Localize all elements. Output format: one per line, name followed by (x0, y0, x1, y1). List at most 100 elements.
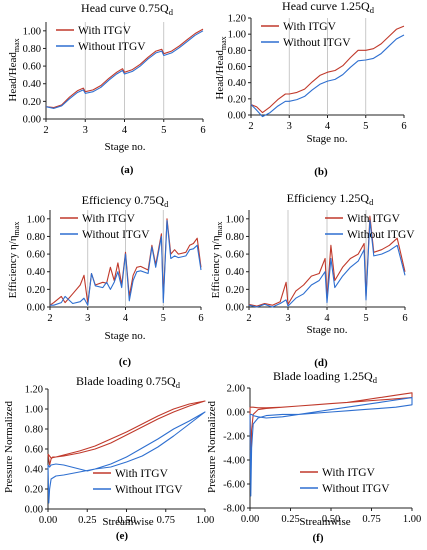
x-tick-label: 0.50 (322, 514, 340, 525)
chart-panel-f: -8.00 -6.00 -4.00 -2.00 0.00 2.00 0.00 0.25 0.50… (206, 369, 421, 544)
y-axis-title-main: Head/Head (7, 52, 19, 102)
x-tick-label: 6 (200, 125, 205, 136)
x-tick-label: 5 (161, 313, 166, 324)
legend-label-with: With ITGV (82, 213, 136, 225)
y-tick-label: 1.00 (228, 30, 246, 41)
series-line-with (249, 392, 413, 461)
x-axis-title: Streamwise (299, 516, 350, 528)
legend: With ITGV Without ITGV (93, 468, 183, 496)
y-tick-label: 1.20 (25, 385, 43, 396)
series-line-without (249, 397, 413, 497)
x-axis-title: Stage no. (307, 133, 348, 145)
y-tick-label: 0.80 (23, 44, 41, 55)
x-tick-label: 4 (324, 313, 330, 324)
y-axis-title-main: Head/Head (214, 50, 226, 100)
y-tick-label: 0.60 (27, 250, 45, 261)
x-tick-label: 0.25 (78, 515, 96, 526)
x-tick-label: 2 (47, 313, 52, 324)
chart-title-main: Head curve 0.75Q (81, 1, 169, 15)
series-line-without (250, 34, 405, 118)
legend-label-without: Without ITGV (82, 229, 150, 241)
chart-title: Blade loading 1.25Qd (273, 369, 378, 385)
x-tick-label: 3 (83, 125, 88, 136)
y-tick-label: -2.00 (223, 432, 245, 443)
y-tick-label: 1.00 (25, 405, 43, 416)
series-line-with (250, 25, 405, 114)
legend-label-with: With ITGV (347, 213, 401, 225)
y-tick-label: 0.00 (27, 303, 45, 314)
panel-label: (c) (119, 356, 132, 368)
y-tick-label: -8.00 (223, 504, 245, 515)
series-line-without (45, 30, 204, 109)
y-tick-label: 1.00 (27, 214, 45, 225)
chart-title-subscript: d (370, 5, 375, 15)
series-line-without (47, 411, 206, 504)
y-tick-label: 0.60 (226, 250, 244, 261)
y-tick-label: 0.80 (25, 425, 43, 436)
x-tick-label: 2 (248, 121, 253, 132)
y-tick-label: 0.00 (226, 303, 244, 314)
y-axis-title: Head/Headmax (7, 38, 21, 101)
y-axis-title-main: Efficiency η/η (210, 235, 222, 298)
x-tick-label: 5 (363, 121, 368, 132)
y-tick-label: 0.40 (226, 267, 244, 278)
legend-label-with: With ITGV (322, 467, 376, 479)
y-axis-title-subscript: max (219, 36, 228, 50)
chart-title: Efficiency 1.25Qd (287, 191, 374, 207)
x-tick-label: 6 (198, 313, 203, 324)
x-tick-label: 4 (122, 125, 128, 136)
legend-label-with: With ITGV (78, 25, 132, 37)
x-tick-label: 0.00 (241, 514, 259, 525)
y-tick-label: 2.00 (227, 384, 245, 395)
chart-title-main: Head curve 1.25Q (282, 0, 370, 13)
x-tick-label: 6 (402, 313, 407, 324)
panel-label: (b) (314, 166, 328, 178)
series-line-with (47, 400, 206, 466)
legend: With ITGV Without ITGV (300, 467, 390, 495)
x-tick-label: 0.75 (157, 515, 175, 526)
legend: With ITGV Without ITGV (60, 213, 150, 241)
y-axis-title-main: Pressure Normalized (3, 401, 15, 493)
y-tick-label: 1.00 (226, 214, 244, 225)
legend: With ITGV Without ITGV (56, 25, 146, 53)
x-tick-label: 4 (123, 313, 129, 324)
y-axis-title-main: Pressure Normalized (206, 401, 218, 493)
chart-title-subscript: d (169, 7, 174, 17)
chart-title-main: Blade loading 1.25Q (273, 369, 373, 383)
legend-label-without: Without ITGV (322, 483, 390, 495)
y-axis-title-subscript: max (12, 38, 21, 52)
chart-title-subscript: d (369, 197, 374, 207)
chart-title: Head curve 1.25Qd (282, 0, 375, 15)
y-axis-title: Efficiency η/ηmax (7, 222, 21, 299)
series-line-with (45, 28, 204, 109)
x-tick-label: 3 (285, 313, 290, 324)
chart-title-subscript: d (176, 380, 181, 390)
chart-title-subscript: d (164, 199, 169, 209)
y-tick-label: 0.80 (27, 232, 45, 243)
x-tick-label: 1.00 (196, 515, 214, 526)
x-tick-label: 0.75 (362, 514, 380, 525)
chart-title-main: Efficiency 1.25Q (287, 191, 370, 205)
x-axis-title: Stage no. (307, 324, 348, 336)
x-tick-label: 0.50 (117, 515, 135, 526)
x-axis-title: Stage no. (105, 330, 146, 342)
y-tick-label: 0.00 (23, 115, 41, 126)
x-tick-label: 5 (363, 313, 368, 324)
legend-label-with: With ITGV (115, 468, 169, 480)
x-tick-label: 2 (43, 125, 48, 136)
chart-title-subscript: d (373, 375, 378, 385)
y-tick-label: -6.00 (223, 480, 245, 491)
y-tick-label: -4.00 (223, 456, 245, 467)
y-axis-title-main: Efficiency η/η (7, 235, 19, 298)
y-tick-label: 0.60 (25, 445, 43, 456)
chart-title: Efficiency 0.75Qd (82, 193, 169, 209)
panel-label: (d) (314, 357, 328, 369)
y-tick-label: 0.40 (228, 78, 246, 89)
panel-label: (a) (121, 164, 134, 176)
x-axis-title: Stage no. (105, 141, 146, 153)
legend: With ITGV Without ITGV (261, 21, 351, 49)
y-tick-label: 0.40 (23, 79, 41, 90)
x-axis-title: Streamwise (102, 516, 153, 528)
x-tick-label: 1.00 (403, 514, 421, 525)
